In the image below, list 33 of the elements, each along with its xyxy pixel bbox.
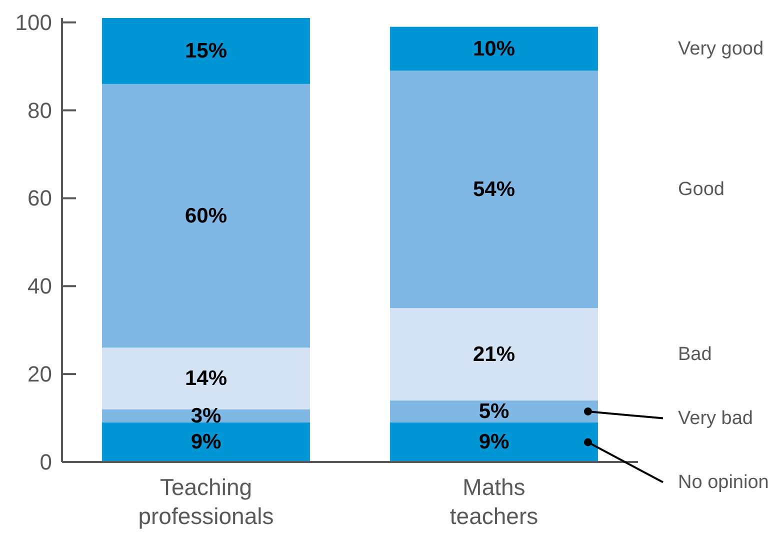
bar bbox=[390, 400, 598, 422]
x-tick-label: Maths teachers bbox=[450, 474, 538, 529]
data-label: 14% bbox=[184, 366, 228, 390]
data-label: 21% bbox=[472, 342, 516, 366]
text: Bad bbox=[678, 344, 712, 365]
data-label: 3% bbox=[190, 404, 222, 428]
data-label: 15% bbox=[184, 39, 228, 62]
data-label: 9% bbox=[190, 430, 222, 454]
data-label: 5% bbox=[478, 400, 510, 423]
bar bbox=[102, 348, 310, 410]
y-tick-label: 60 bbox=[28, 186, 52, 211]
bar bbox=[102, 409, 310, 422]
text: Good bbox=[678, 178, 724, 200]
bar bbox=[102, 422, 310, 462]
data-label: 10% bbox=[472, 37, 516, 60]
bar bbox=[102, 18, 310, 84]
y-tick-label: 100 bbox=[15, 10, 52, 35]
y-tick-label: 20 bbox=[28, 362, 52, 387]
bar bbox=[390, 26, 598, 71]
bar bbox=[390, 70, 598, 308]
y-tick-label: 80 bbox=[28, 98, 52, 123]
data-label: 9% bbox=[478, 430, 510, 454]
data-label: 60% bbox=[184, 204, 228, 228]
text: Very good bbox=[678, 38, 764, 60]
y-tick-label: 40 bbox=[28, 274, 52, 299]
bar bbox=[390, 308, 598, 400]
data-label: 54% bbox=[472, 178, 516, 201]
x-tick-label: Teaching professionals bbox=[138, 474, 274, 529]
text: No opinion bbox=[678, 472, 769, 493]
bar bbox=[390, 422, 598, 462]
y-tick-label: 0 bbox=[40, 450, 52, 474]
bar bbox=[102, 84, 310, 348]
text: Very bad bbox=[678, 408, 753, 429]
